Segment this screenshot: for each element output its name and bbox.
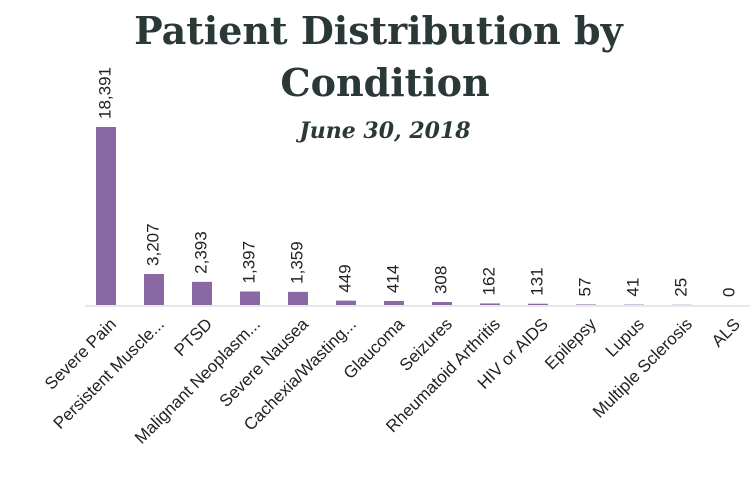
bar bbox=[144, 273, 164, 305]
value-label: 1,397 bbox=[239, 241, 258, 284]
value-label: 0 bbox=[719, 288, 738, 297]
bar bbox=[480, 303, 500, 305]
value-label: 162 bbox=[479, 267, 498, 295]
bar bbox=[96, 127, 116, 305]
value-label: 2,393 bbox=[191, 231, 210, 274]
bar bbox=[576, 304, 596, 305]
bar bbox=[432, 302, 452, 305]
bar bbox=[192, 281, 212, 305]
value-label: 3,207 bbox=[143, 223, 162, 266]
x-tick-label: PTSD bbox=[171, 315, 216, 360]
x-tick-label: ALS bbox=[708, 315, 744, 351]
value-label: 449 bbox=[335, 264, 354, 292]
value-label: 18,391 bbox=[95, 67, 114, 119]
chart-title: Patient Distribution by Condition bbox=[134, 8, 636, 105]
value-label: 308 bbox=[431, 266, 450, 294]
bar bbox=[240, 291, 260, 305]
value-label: 57 bbox=[575, 278, 594, 297]
bar bbox=[288, 291, 308, 305]
value-label: 131 bbox=[527, 267, 546, 295]
chart-title-line: Condition bbox=[280, 60, 489, 105]
value-label: 41 bbox=[623, 278, 642, 297]
bar bbox=[384, 300, 404, 305]
value-label: 1,359 bbox=[287, 241, 306, 284]
x-tick-label: Lupus bbox=[602, 315, 648, 361]
bar bbox=[528, 303, 548, 305]
x-tick-label: Epilepsy bbox=[541, 314, 600, 373]
chart-subtitle: June 30, 2018 bbox=[295, 118, 470, 144]
value-label: 414 bbox=[383, 265, 402, 293]
value-label: 25 bbox=[671, 278, 690, 297]
bar bbox=[336, 300, 356, 305]
chart-title-line: Patient Distribution by bbox=[134, 8, 624, 53]
